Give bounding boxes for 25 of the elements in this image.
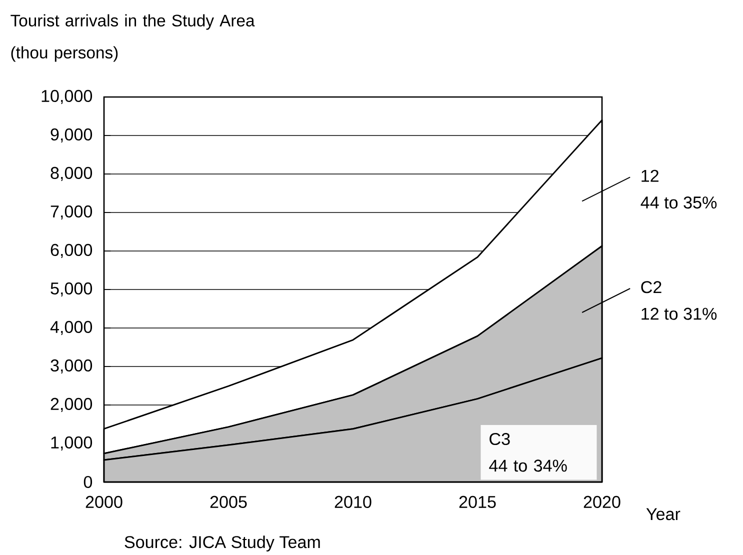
- x-tick-label: 2010: [334, 496, 372, 508]
- x-tick-label: 2015: [459, 496, 496, 508]
- source-note: Source: JICA Study Team: [124, 536, 320, 552]
- y-tick-label: 2,000: [50, 398, 92, 412]
- y-axis-title: Tourist arrivals in the Study Area (thou persons): [10, 14, 255, 62]
- x-axis-title: Year: [646, 508, 680, 520]
- y-tick-label: 10,000: [42, 90, 92, 104]
- y-tick-label: 4,000: [50, 320, 92, 336]
- text: 44 to 35%: [640, 196, 717, 209]
- annotation: 44 to 34%: [489, 460, 567, 472]
- x-tick-label: 2000: [86, 496, 122, 508]
- y-tick-label: 8,000: [50, 166, 92, 182]
- series-label: C3: [490, 432, 510, 446]
- text: C2: [641, 281, 662, 294]
- text: 12 to 31%: [642, 308, 717, 320]
- y-tick-label: 3,000: [50, 359, 92, 374]
- y-tick-label: 7,000: [50, 205, 92, 220]
- y-tick-label: 6,000: [50, 244, 92, 258]
- y-tick-label: 1,000: [51, 436, 92, 451]
- y-tick-label: 0: [84, 476, 92, 488]
- y-tick-label: 5,000: [50, 282, 92, 297]
- text: 12: [642, 170, 658, 182]
- y-tick-label: 9,000: [50, 128, 92, 143]
- x-tick-label: 2020: [584, 496, 620, 508]
- x-tick-label: 2005: [210, 496, 247, 508]
